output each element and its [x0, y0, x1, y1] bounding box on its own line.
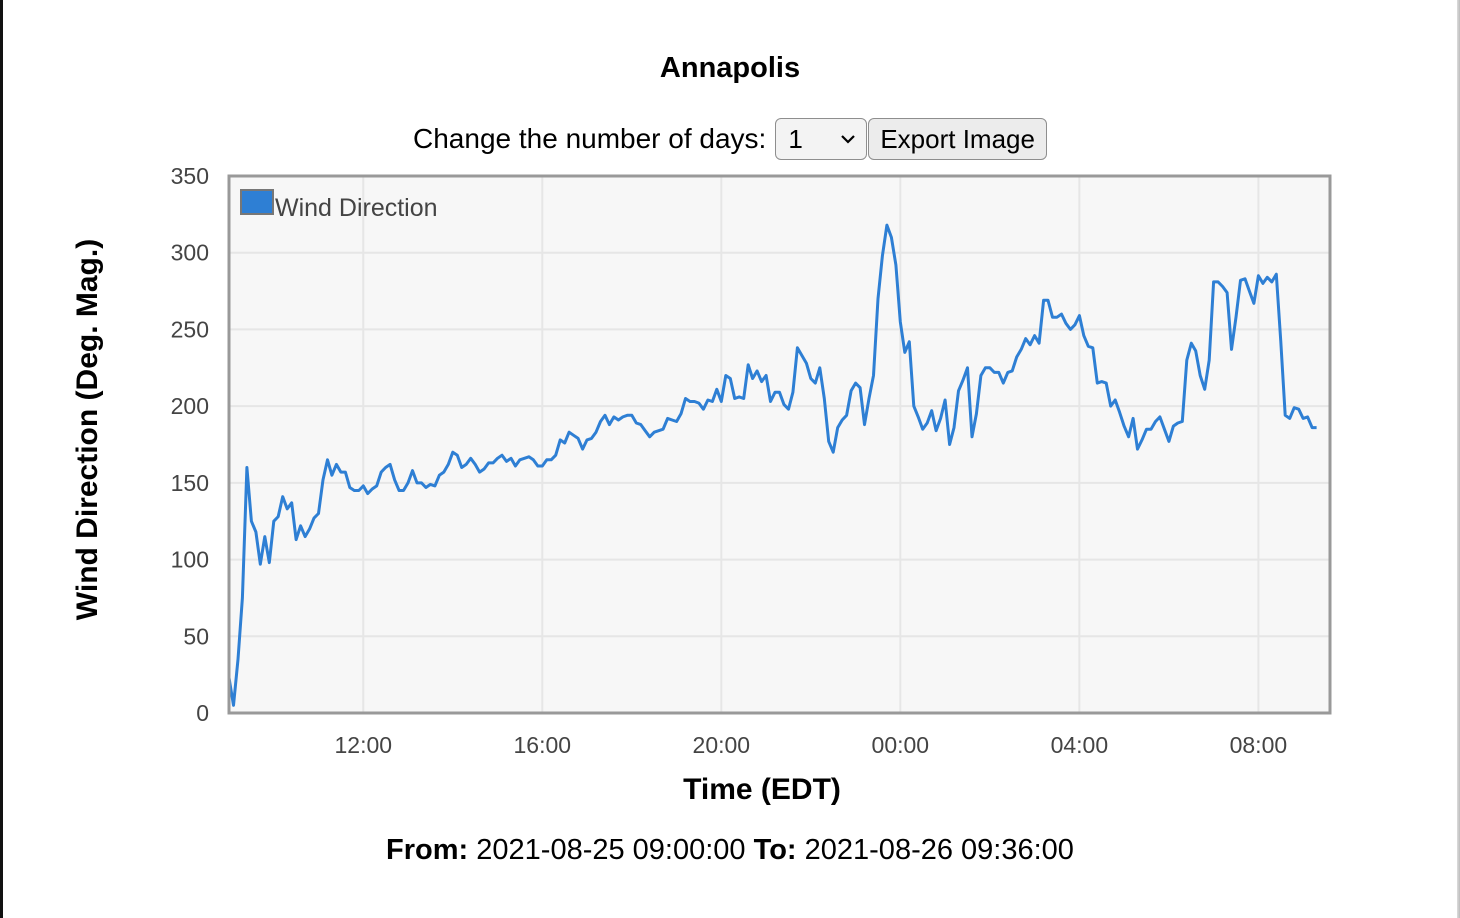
- x-tick-label: 08:00: [1230, 732, 1288, 758]
- y-axis-ticks: 0 50 100 150 200 250 300 350: [171, 163, 209, 726]
- y-tick-label: 0: [196, 700, 209, 726]
- chevron-down-icon: [841, 135, 856, 144]
- controls-bar: Change the number of days: 1 Export Imag…: [0, 118, 1460, 160]
- x-tick-label: 16:00: [514, 732, 572, 758]
- y-tick-label: 200: [171, 393, 209, 419]
- y-tick-label: 350: [171, 163, 209, 189]
- days-select[interactable]: 1: [775, 118, 868, 160]
- x-axis-title: Time (EDT): [683, 773, 841, 806]
- series-line-wind-direction: [227, 223, 1317, 707]
- window-edge-right: [1457, 0, 1460, 918]
- legend-swatch: [240, 189, 274, 215]
- date-range: From: 2021-08-25 09:00:00 To: 2021-08-26…: [0, 834, 1460, 867]
- y-tick-label: 300: [171, 240, 209, 266]
- plot-border: [227, 174, 1332, 715]
- y-tick-label: 50: [183, 623, 209, 649]
- days-select-value: 1: [788, 123, 803, 154]
- from-value: 2021-08-25 09:00:00: [476, 834, 746, 866]
- y-tick-label: 150: [171, 470, 209, 496]
- x-axis-ticks: 12:00 16:00 20:00 00:00 04:00 08:00: [334, 732, 1287, 758]
- x-tick-label: 04:00: [1051, 732, 1109, 758]
- days-label: Change the number of days:: [413, 123, 767, 154]
- from-label: From:: [386, 834, 469, 866]
- y-tick-label: 250: [171, 316, 209, 342]
- plot-area: [229, 176, 1330, 713]
- x-tick-label: 12:00: [334, 732, 392, 758]
- to-value: 2021-08-26 09:36:00: [804, 834, 1074, 866]
- legend-label: Wind Direction: [275, 194, 438, 222]
- page-title: Annapolis: [659, 52, 801, 84]
- legend: Wind Direction: [240, 189, 438, 222]
- x-tick-label: 20:00: [693, 732, 751, 758]
- window-edge-left: [0, 0, 3, 918]
- y-tick-label: 100: [171, 547, 209, 573]
- y-axis-title: Wind Direction (Deg. Mag.): [71, 239, 104, 620]
- to-label: To:: [753, 834, 797, 866]
- x-tick-label: 00:00: [872, 732, 930, 758]
- export-image-button[interactable]: Export Image: [868, 118, 1047, 160]
